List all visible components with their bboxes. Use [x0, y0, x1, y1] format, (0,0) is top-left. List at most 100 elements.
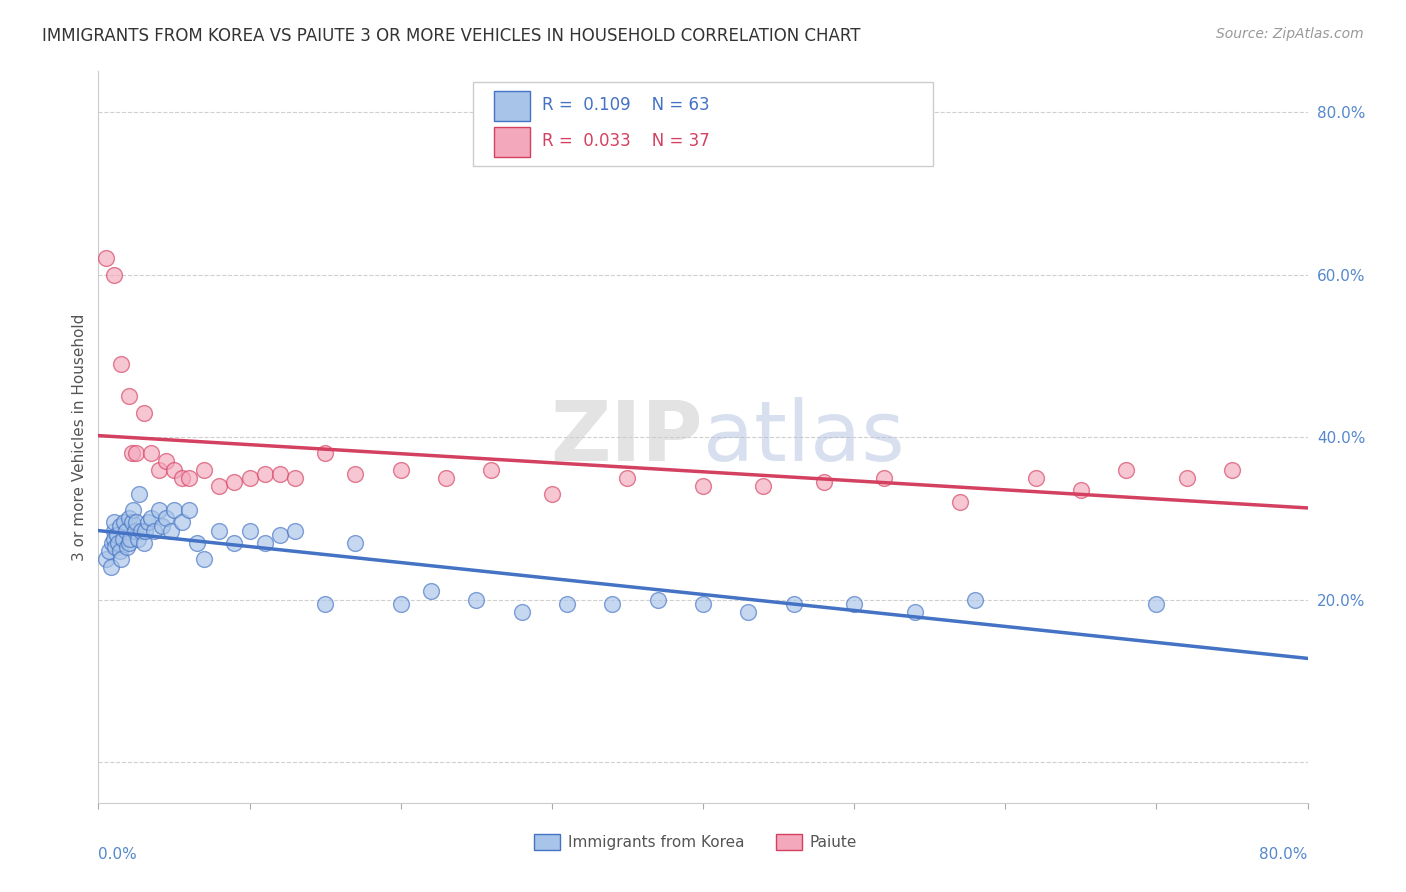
- Text: ZIP: ZIP: [551, 397, 703, 477]
- Text: 0.0%: 0.0%: [98, 847, 138, 862]
- Point: [949, 495, 972, 509]
- Point: [150, 519, 173, 533]
- Point: [314, 446, 336, 460]
- Point: [125, 446, 148, 460]
- Point: [253, 467, 276, 481]
- Point: [121, 446, 143, 460]
- Text: R =  0.033    N = 37: R = 0.033 N = 37: [543, 132, 710, 150]
- Point: [904, 605, 927, 619]
- Point: [965, 592, 987, 607]
- Point: [1115, 462, 1137, 476]
- Y-axis label: 3 or more Vehicles in Household: 3 or more Vehicles in Household: [72, 313, 87, 561]
- Point: [105, 527, 128, 541]
- Text: Source: ZipAtlas.com: Source: ZipAtlas.com: [1216, 27, 1364, 41]
- Point: [120, 532, 142, 546]
- Point: [98, 544, 121, 558]
- Point: [844, 597, 866, 611]
- Point: [112, 516, 135, 530]
- Point: [121, 516, 143, 530]
- Point: [465, 592, 488, 607]
- FancyBboxPatch shape: [534, 834, 561, 850]
- Point: [127, 532, 149, 546]
- Point: [555, 597, 578, 611]
- Point: [141, 511, 163, 525]
- Point: [141, 446, 163, 460]
- Point: [155, 454, 177, 468]
- Point: [179, 503, 201, 517]
- Point: [208, 524, 231, 538]
- FancyBboxPatch shape: [494, 128, 530, 157]
- Point: [108, 544, 131, 558]
- Point: [110, 552, 132, 566]
- Point: [510, 605, 533, 619]
- Point: [118, 535, 141, 549]
- Point: [134, 524, 156, 538]
- FancyBboxPatch shape: [474, 82, 932, 167]
- Point: [602, 597, 624, 611]
- Point: [104, 540, 127, 554]
- Point: [103, 532, 125, 546]
- Point: [239, 471, 262, 485]
- Point: [1024, 471, 1046, 485]
- Point: [163, 462, 186, 476]
- Text: 80.0%: 80.0%: [1260, 847, 1308, 862]
- Point: [193, 552, 215, 566]
- Point: [103, 516, 125, 530]
- Point: [269, 527, 291, 541]
- Point: [110, 357, 132, 371]
- Text: IMMIGRANTS FROM KOREA VS PAIUTE 3 OR MORE VEHICLES IN HOUSEHOLD CORRELATION CHAR: IMMIGRANTS FROM KOREA VS PAIUTE 3 OR MOR…: [42, 27, 860, 45]
- Point: [1144, 597, 1167, 611]
- Point: [389, 462, 412, 476]
- Point: [136, 516, 159, 530]
- Point: [752, 479, 775, 493]
- Point: [94, 252, 117, 266]
- Point: [692, 479, 714, 493]
- Point: [873, 471, 896, 485]
- Text: atlas: atlas: [703, 397, 904, 477]
- Point: [118, 511, 141, 525]
- Text: Paiute: Paiute: [810, 835, 856, 850]
- Point: [179, 471, 201, 485]
- Point: [813, 475, 835, 489]
- Point: [103, 268, 125, 282]
- Point: [314, 597, 336, 611]
- Point: [783, 597, 806, 611]
- Point: [148, 462, 170, 476]
- Point: [132, 535, 155, 549]
- Point: [1175, 471, 1198, 485]
- Point: [224, 475, 246, 489]
- Point: [284, 524, 307, 538]
- FancyBboxPatch shape: [776, 834, 803, 850]
- Point: [389, 597, 412, 611]
- Point: [269, 467, 291, 481]
- Point: [129, 524, 152, 538]
- Point: [186, 535, 208, 549]
- Point: [239, 524, 262, 538]
- Point: [101, 535, 124, 549]
- Point: [224, 535, 246, 549]
- Point: [111, 532, 134, 546]
- Point: [114, 524, 136, 538]
- Point: [122, 503, 145, 517]
- Point: [170, 516, 193, 530]
- Point: [1220, 462, 1243, 476]
- Point: [1070, 483, 1092, 497]
- Text: Immigrants from Korea: Immigrants from Korea: [568, 835, 744, 850]
- Point: [115, 540, 138, 554]
- Point: [540, 487, 562, 501]
- FancyBboxPatch shape: [494, 91, 530, 120]
- Point: [148, 503, 170, 517]
- Point: [143, 524, 166, 538]
- Point: [434, 471, 457, 485]
- Point: [284, 471, 307, 485]
- Point: [103, 524, 125, 538]
- Point: [125, 516, 148, 530]
- Point: [100, 560, 122, 574]
- Point: [616, 471, 638, 485]
- Point: [108, 519, 131, 533]
- Point: [118, 389, 141, 403]
- Point: [94, 552, 117, 566]
- Point: [155, 511, 177, 525]
- Point: [344, 467, 367, 481]
- Point: [344, 535, 367, 549]
